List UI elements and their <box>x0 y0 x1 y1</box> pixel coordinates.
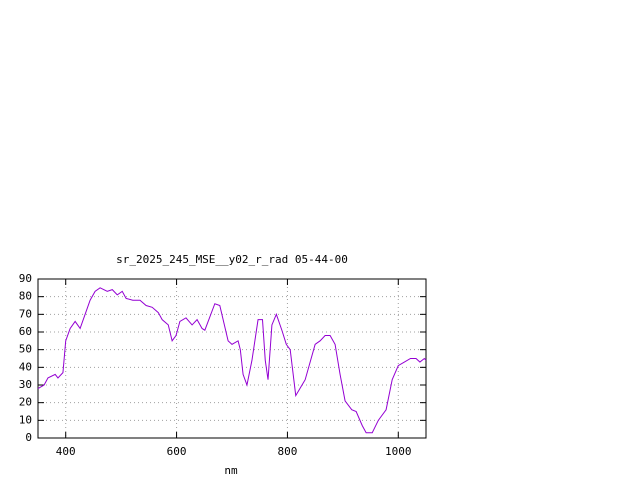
y-tick-label: 20 <box>19 396 32 409</box>
y-tick-label: 60 <box>19 325 32 338</box>
x-tick-label: 1000 <box>385 445 412 458</box>
x-axis-label: nm <box>224 464 238 477</box>
data-line <box>37 287 427 434</box>
y-tick-label: 70 <box>19 307 32 320</box>
y-tick-label: 90 <box>19 272 32 285</box>
chart-title: sr_2025_245_MSE__y02_r_rad 05-44-00 <box>116 253 348 266</box>
y-tick-label: 40 <box>19 360 32 373</box>
y-tick-label: 0 <box>25 431 32 444</box>
y-tick-label: 80 <box>19 290 32 303</box>
y-tick-label: 10 <box>19 413 32 426</box>
x-tick-label: 400 <box>56 445 76 458</box>
x-tick-label: 800 <box>277 445 297 458</box>
plot-frame <box>37 278 427 439</box>
y-tick-label: 30 <box>19 378 32 391</box>
x-tick-label: 600 <box>167 445 187 458</box>
y-tick-label: 50 <box>19 343 32 356</box>
